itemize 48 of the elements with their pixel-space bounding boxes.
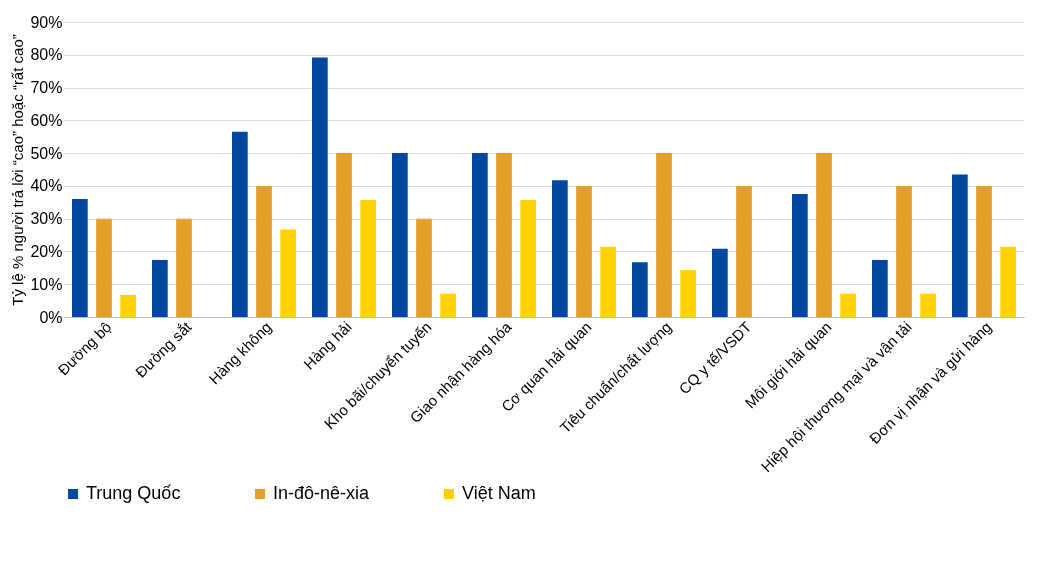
bar [120,295,136,317]
bar [600,246,616,317]
bar [232,131,248,317]
legend-label: In-đô-nê-xia [273,483,371,503]
y-tick-label: 60% [30,111,63,129]
legend-label: Việt Nam [462,483,536,503]
y-tick-label: 0% [39,308,63,326]
bar [472,153,488,317]
y-tick-label: 40% [30,177,63,195]
bar [392,153,408,317]
bar [496,153,512,317]
bar [736,185,752,317]
bar [896,185,912,317]
bar [552,180,568,317]
y-tick-label: 20% [30,242,63,260]
y-tick-label: 30% [30,210,63,228]
bar [280,229,296,317]
bar [440,293,456,317]
bar [256,185,272,317]
legend-label: Trung Quốc [86,483,181,503]
bar [680,270,696,317]
bar [920,293,936,317]
bar [96,218,112,317]
bar [312,57,328,317]
bar [840,293,856,317]
bar [152,259,168,317]
bar [416,218,432,317]
bar [72,199,88,317]
bar [360,199,376,317]
bar [816,153,832,317]
bar [336,153,352,317]
y-tick-label: 50% [30,144,63,162]
bar [656,153,672,317]
bar [1000,246,1016,317]
bar [792,194,808,317]
y-tick-label: 90% [30,13,63,31]
bar [712,248,728,317]
bar [176,218,192,317]
y-axis-title: Tỷ lệ % người trả lời “cao” hoặc “rất cao” [9,34,27,306]
y-tick-label: 10% [30,275,63,293]
bar [632,262,648,317]
bar [576,185,592,317]
y-tick-label: 80% [30,46,63,64]
bar [872,259,888,317]
y-tick-label: 70% [30,79,63,97]
bar [976,185,992,317]
bar [520,199,536,317]
bar [952,174,968,317]
